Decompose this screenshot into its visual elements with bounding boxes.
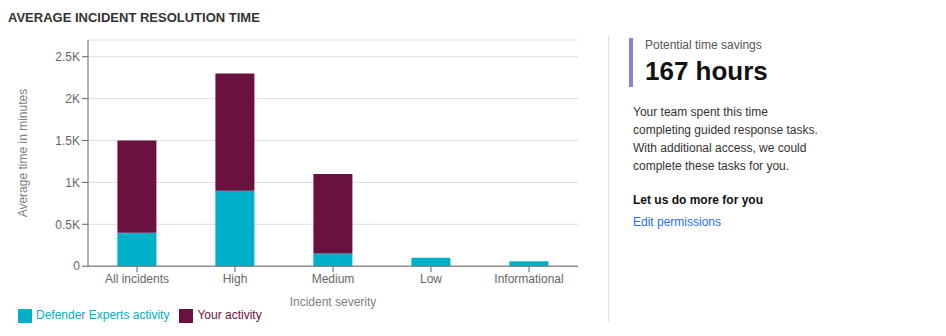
svg-text:Medium: Medium <box>312 272 355 286</box>
svg-text:High: High <box>223 272 248 286</box>
html-text:Edit permissions: Edit permissions <box>633 215 721 229</box>
svg-text:0.5K: 0.5K <box>55 218 80 232</box>
html-text:AVERAGE INCIDENT RESOLUTION TI: AVERAGE INCIDENT RESOLUTION TIME <box>8 10 260 25</box>
svg-text:0: 0 <box>73 259 80 273</box>
html-text:complete these tasks for you.: complete these tasks for you. <box>633 159 790 173</box>
svg-text:1.5K: 1.5K <box>55 134 80 148</box>
html-text:Your team spent this time: Your team spent this time <box>633 105 768 119</box>
html-text:With additional access, we cou: With additional access, we could <box>633 141 807 155</box>
svg-text:2.5K: 2.5K <box>55 50 80 64</box>
svg-text:2K: 2K <box>65 92 80 106</box>
html-text:Defender Experts activity: Defender Experts activity <box>36 308 170 323</box>
html-text:completing guided response tas: completing guided response tasks. <box>633 123 818 137</box>
svg-text:Incident severity: Incident severity <box>290 295 377 309</box>
svg-text:Low: Low <box>420 272 442 286</box>
html-text:Let us do more for you: Let us do more for you <box>633 193 763 207</box>
html-text:Potential time savings: Potential time savings <box>645 38 762 52</box>
svg-text:1K: 1K <box>65 176 80 190</box>
svg-text:Average time in minutes: Average time in minutes <box>16 89 30 218</box>
svg-text:Informational: Informational <box>494 272 563 286</box>
svg-text:All incidents: All incidents <box>105 272 169 286</box>
html-text:167 hours: 167 hours <box>645 56 768 86</box>
html-text:Your activity: Your activity <box>197 308 262 323</box>
